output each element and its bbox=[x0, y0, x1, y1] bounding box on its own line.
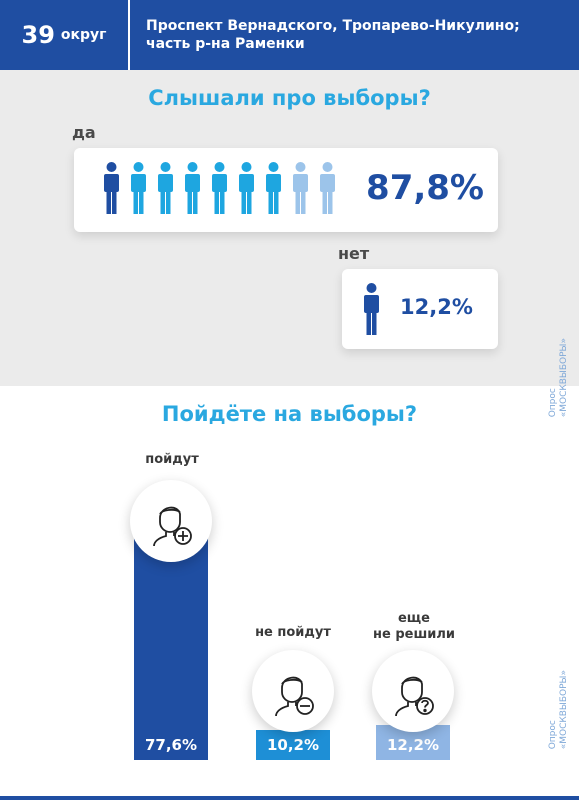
person-icon bbox=[266, 162, 281, 214]
no-card: 12,2% bbox=[342, 269, 498, 349]
source-caption-2: Опрос «МОСКВЫБОРЫ» bbox=[548, 670, 570, 749]
person-icon bbox=[293, 162, 308, 214]
person-icon bbox=[364, 283, 379, 335]
region-title: Проспект Вернадского, Тропарево-Никулино… bbox=[130, 17, 550, 53]
person-minus-icon bbox=[275, 676, 314, 716]
heard-section: Слышали про выборы? да 87,8% нет 12,2% О… bbox=[0, 70, 579, 417]
notgoing-label: не пойдут bbox=[255, 625, 331, 640]
notgoing-circle bbox=[252, 650, 334, 732]
person-icon bbox=[131, 162, 146, 214]
notgoing-bar: 10,2% bbox=[256, 730, 330, 760]
person-icon bbox=[185, 162, 200, 214]
heard-question: Слышали про выборы? bbox=[148, 86, 431, 110]
district-number: 39 bbox=[21, 21, 55, 49]
bottom-strip bbox=[0, 796, 579, 800]
yes-label: да bbox=[72, 123, 96, 142]
going-bar: 77,6% bbox=[134, 528, 208, 760]
going-circle bbox=[130, 480, 212, 562]
person-icon bbox=[320, 162, 335, 214]
district-word: округ bbox=[60, 27, 107, 43]
person-icon bbox=[239, 162, 254, 214]
no-label: нет bbox=[338, 244, 370, 263]
going-question: Пойдёте на выборы? bbox=[161, 402, 418, 426]
going-value: 77,6% bbox=[144, 736, 198, 754]
going-label: пойдут bbox=[145, 452, 199, 467]
yes-card: 87,8% bbox=[74, 148, 498, 232]
person-plus-icon bbox=[153, 506, 192, 546]
person-icon bbox=[104, 162, 119, 214]
source-line-1: Опрос bbox=[548, 720, 558, 750]
person-icon bbox=[212, 162, 227, 214]
region-line-2: часть р-на Раменки bbox=[146, 36, 305, 52]
undecided-label: еще не решили bbox=[364, 611, 464, 643]
undecided-label-line-1: еще bbox=[397, 611, 430, 626]
undecided-value: 12,2% bbox=[386, 736, 440, 754]
header: 39 округ Проспект Вернадского, Тропарево… bbox=[0, 0, 579, 70]
no-value: 12,2% bbox=[400, 295, 473, 319]
person-icon bbox=[158, 162, 173, 214]
people-row bbox=[102, 162, 337, 214]
district-badge: 39 округ bbox=[0, 0, 130, 70]
person-question-icon bbox=[395, 676, 434, 716]
notgoing-value: 10,2% bbox=[266, 736, 320, 754]
source-line-2: «МОСКВЫБОРЫ» bbox=[559, 670, 569, 750]
undecided-label-line-2: не решили bbox=[373, 627, 455, 642]
undecided-circle bbox=[372, 650, 454, 732]
region-line-1: Проспект Вернадского, Тропарево-Никулино… bbox=[146, 18, 520, 34]
yes-value: 87,8% bbox=[366, 168, 484, 208]
